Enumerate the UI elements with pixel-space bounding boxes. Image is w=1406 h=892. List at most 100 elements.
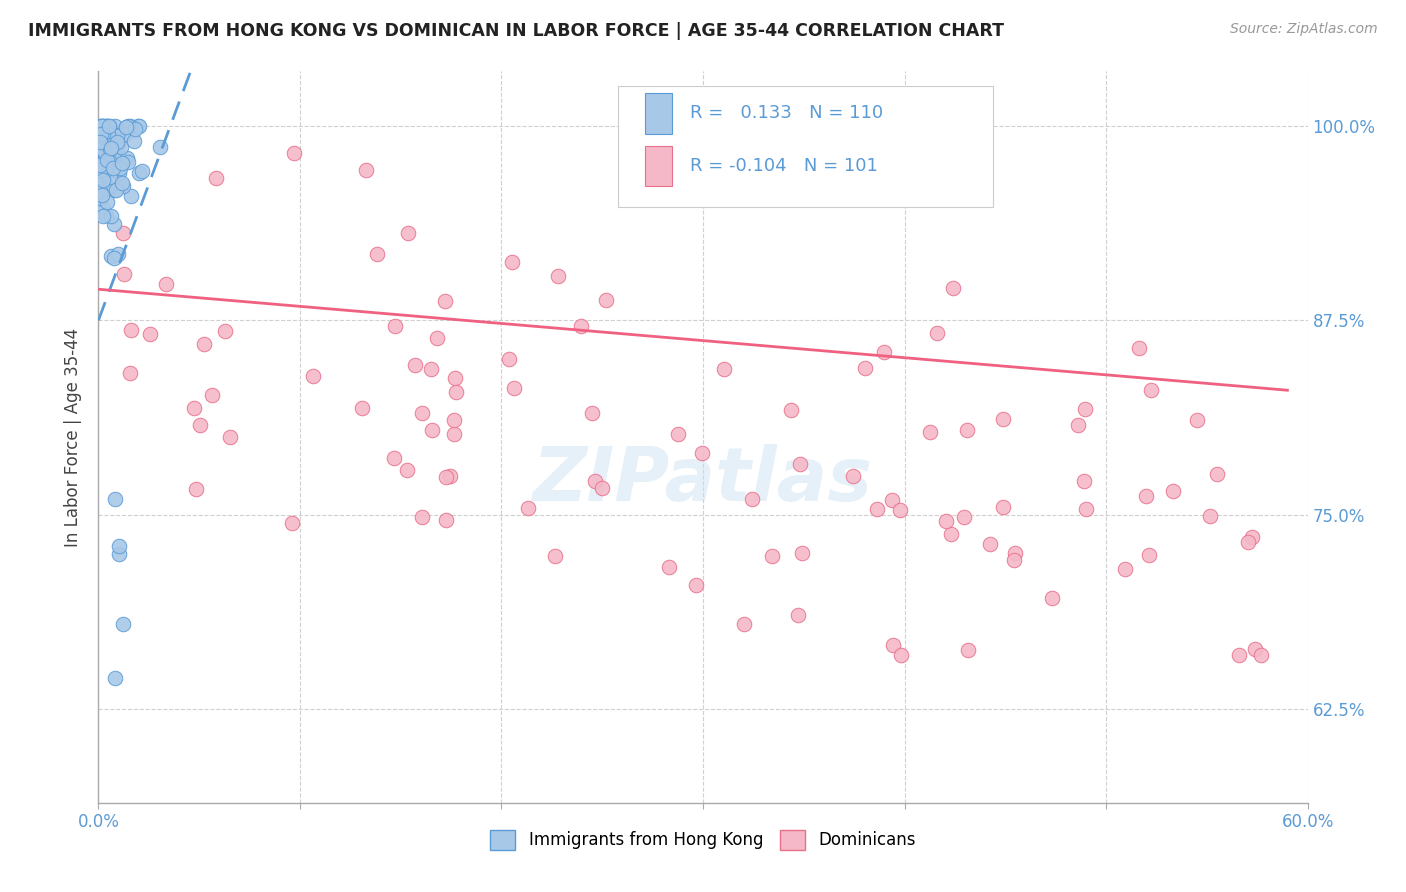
- Point: [97, 119, 120, 133]
- Point: [104, 129, 127, 144]
- Point: [103, 136, 125, 150]
- Point: [382, 450, 405, 465]
- Point: [889, 503, 911, 517]
- Point: [434, 470, 457, 484]
- Point: [658, 560, 681, 574]
- Point: [98, 180, 121, 194]
- Point: [1076, 502, 1098, 516]
- Point: [280, 516, 302, 530]
- Point: [666, 426, 689, 441]
- Point: [100, 125, 122, 139]
- Point: [186, 482, 208, 496]
- Text: R =   0.133   N = 110: R = 0.133 N = 110: [690, 104, 883, 122]
- Point: [94, 119, 117, 133]
- Point: [1199, 509, 1222, 524]
- Point: [1206, 467, 1229, 482]
- Point: [107, 129, 129, 144]
- Point: [842, 468, 865, 483]
- Y-axis label: In Labor Force | Age 35-44: In Labor Force | Age 35-44: [65, 327, 83, 547]
- Point: [91, 205, 114, 219]
- Point: [89, 191, 111, 205]
- Point: [100, 137, 122, 152]
- Point: [111, 616, 134, 631]
- Point: [713, 362, 735, 376]
- Point: [124, 121, 146, 136]
- Point: [1244, 642, 1267, 657]
- Point: [128, 119, 150, 133]
- Point: [90, 126, 112, 140]
- Point: [89, 128, 111, 142]
- Point: [544, 549, 567, 563]
- Point: [956, 423, 979, 437]
- Point: [411, 406, 433, 420]
- Point: [205, 171, 228, 186]
- Point: [761, 549, 783, 563]
- Point: [100, 141, 122, 155]
- Point: [790, 546, 813, 560]
- Point: [120, 322, 142, 336]
- Point: [120, 119, 142, 133]
- Point: [1067, 418, 1090, 433]
- Point: [96, 139, 118, 153]
- Point: [188, 417, 211, 432]
- Point: [91, 119, 114, 133]
- Point: [882, 638, 904, 652]
- Point: [122, 134, 145, 148]
- FancyBboxPatch shape: [645, 146, 672, 186]
- Point: [96, 153, 118, 167]
- Point: [100, 147, 122, 161]
- Point: [1004, 546, 1026, 560]
- Point: [103, 183, 125, 197]
- Point: [1161, 484, 1184, 499]
- Point: [873, 345, 896, 359]
- Point: [90, 140, 112, 154]
- Point: [103, 251, 125, 265]
- Point: [112, 179, 135, 194]
- Point: [103, 162, 125, 177]
- Point: [96, 160, 118, 174]
- Point: [880, 492, 903, 507]
- Point: [120, 189, 142, 203]
- Point: [93, 145, 115, 159]
- Point: [105, 160, 128, 174]
- Point: [404, 358, 426, 372]
- Text: Source: ZipAtlas.com: Source: ZipAtlas.com: [1230, 22, 1378, 37]
- Point: [302, 369, 325, 384]
- Point: [91, 119, 114, 133]
- Point: [112, 226, 135, 240]
- Point: [103, 128, 125, 142]
- Point: [1073, 474, 1095, 488]
- Point: [97, 124, 120, 138]
- Point: [583, 474, 606, 488]
- Point: [98, 170, 121, 185]
- Point: [443, 413, 465, 427]
- Point: [89, 128, 111, 143]
- Point: [91, 127, 114, 141]
- Point: [118, 366, 141, 380]
- Point: [991, 412, 1014, 426]
- Point: [439, 468, 461, 483]
- Point: [569, 319, 592, 334]
- Point: [920, 425, 942, 439]
- Point: [107, 130, 129, 145]
- Point: [96, 120, 118, 135]
- Point: [214, 324, 236, 338]
- Point: [103, 128, 125, 142]
- Point: [108, 165, 131, 179]
- Point: [1237, 535, 1260, 549]
- Point: [685, 578, 707, 592]
- Point: [93, 153, 115, 168]
- Point: [127, 119, 149, 133]
- Point: [444, 385, 467, 400]
- Point: [991, 500, 1014, 514]
- Point: [789, 457, 811, 471]
- Point: [420, 362, 443, 376]
- Point: [110, 176, 132, 190]
- Point: [112, 267, 135, 281]
- Point: [149, 139, 172, 153]
- Point: [105, 137, 128, 152]
- Point: [101, 161, 124, 175]
- Point: [97, 154, 120, 169]
- Point: [591, 481, 613, 495]
- Point: [90, 127, 112, 141]
